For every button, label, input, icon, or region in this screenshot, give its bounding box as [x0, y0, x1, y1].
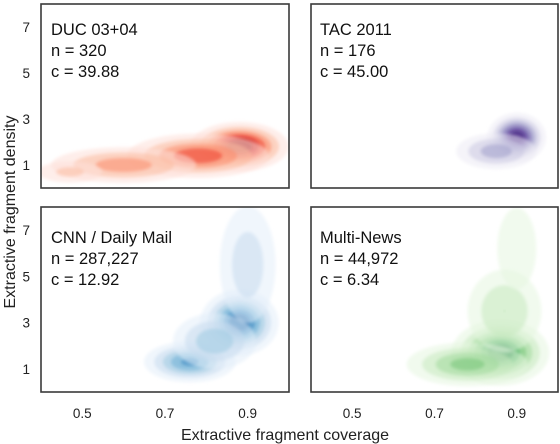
- x-tick-label: 0.5: [73, 406, 92, 421]
- density-level-3: [196, 328, 234, 354]
- y-tick-label: 7: [22, 20, 30, 35]
- panel-title-tac: TAC 2011: [320, 21, 392, 39]
- y-axis-label: Extractive fragment density: [2, 116, 19, 309]
- panel-n-duc: n = 320: [51, 42, 107, 60]
- y-tick-label: 5: [22, 269, 30, 284]
- x-tick-label: 0.7: [425, 406, 444, 421]
- tick-labels: 1 3 5 7 1 3 5 7 0.5 0.7 0.9 0.5 0.7 0.9: [22, 20, 526, 421]
- panel-frame-tac: [310, 3, 559, 189]
- density-contours-multinews: [406, 207, 550, 387]
- density-level-2: [232, 231, 264, 298]
- x-tick-label: 0.9: [507, 406, 526, 421]
- y-tick-label: 1: [22, 362, 30, 377]
- panel-tac: TAC 2011 n = 176 c = 45.00: [310, 3, 559, 189]
- density-contours-duc: [41, 122, 289, 183]
- y-tick-label: 5: [22, 66, 30, 81]
- panel-c-cnn: c = 12.92: [51, 271, 119, 289]
- density-level-3: [95, 158, 152, 172]
- density-level-3: [480, 144, 512, 159]
- panel-c-tac: c = 45.00: [320, 63, 388, 81]
- y-tick-label: 3: [22, 316, 30, 331]
- panel-duc: DUC 03+04 n = 320 c = 39.88: [40, 3, 290, 189]
- panel-title-duc: DUC 03+04: [51, 21, 138, 39]
- panel-title-multinews: Multi-News: [320, 229, 402, 247]
- x-tick-label: 0.7: [156, 406, 175, 421]
- density-level-3: [503, 310, 506, 313]
- panel-frame-cnn: [40, 206, 290, 393]
- panel-cnn: CNN / Daily Mail n = 287,227 c = 12.92: [40, 206, 290, 393]
- x-axis-label: Extractive fragment coverage: [181, 427, 389, 444]
- panel-frame-multinews: [310, 206, 559, 393]
- x-tick-label: 0.9: [238, 406, 257, 421]
- density-level-1: [497, 207, 537, 290]
- panel-title-cnn: CNN / Daily Mail: [51, 229, 172, 247]
- panel-n-cnn: n = 287,227: [51, 250, 139, 268]
- y-tick-label: 3: [22, 112, 30, 127]
- density-level-4: [450, 358, 485, 371]
- panel-multinews: Multi-News n = 44,972 c = 6.34: [310, 206, 559, 393]
- density-level-2: [56, 167, 84, 177]
- panel-n-multinews: n = 44,972: [320, 250, 398, 268]
- y-tick-label: 7: [22, 223, 30, 238]
- x-tick-label: 0.5: [343, 406, 362, 421]
- panel-c-multinews: c = 6.34: [320, 271, 379, 289]
- panel-n-tac: n = 176: [320, 42, 376, 60]
- y-tick-label: 1: [22, 158, 30, 173]
- density-contours-cnn: [144, 207, 279, 383]
- density-contours-tac: [456, 112, 547, 170]
- panel-frame-duc: [40, 3, 290, 189]
- panel-c-duc: c = 39.88: [51, 63, 119, 81]
